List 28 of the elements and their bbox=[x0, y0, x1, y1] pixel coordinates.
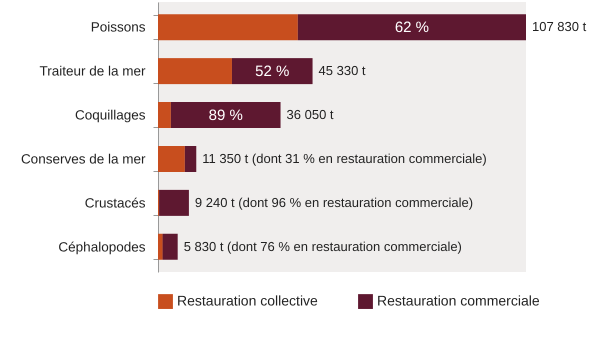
bar bbox=[159, 190, 189, 216]
bar bbox=[162, 234, 178, 260]
annotation: 36 050 t bbox=[286, 107, 334, 122]
bar bbox=[170, 102, 281, 128]
y-tick-label: Traiteur de la mer bbox=[39, 64, 146, 79]
annotation: 62 % bbox=[394, 19, 430, 36]
bar bbox=[158, 58, 232, 84]
annotation: 45 330 t bbox=[318, 63, 366, 78]
annotation: 89 % bbox=[208, 107, 243, 124]
bar bbox=[158, 234, 163, 260]
bar bbox=[158, 146, 185, 172]
y-tick-label: Coquillages bbox=[74, 108, 146, 123]
bar bbox=[158, 14, 298, 40]
y-tick-label: Conserves de la mer bbox=[20, 151, 146, 166]
text: 107 830 t bbox=[532, 19, 587, 34]
annotation: 5 830 t (dont 76 % en restauration commerciale) bbox=[184, 238, 462, 254]
annotation: 9 240 t (dont 96 % en restauration commerciale) bbox=[194, 194, 474, 210]
legend-label: Restauration commerciale bbox=[377, 292, 540, 309]
y-tick-label: Céphalopodes bbox=[58, 239, 146, 254]
y-tick-label: Poissons bbox=[90, 20, 146, 35]
annotation: 11 350 t (dont 31 % en restauration commerciale) bbox=[202, 150, 487, 166]
bar bbox=[298, 14, 526, 40]
bar bbox=[158, 102, 171, 128]
y-tick-label: Crustacés bbox=[84, 195, 146, 210]
bar bbox=[232, 58, 313, 84]
legend-label: Restauration collective bbox=[177, 292, 318, 309]
annotation: 52 % bbox=[255, 63, 290, 80]
bar bbox=[184, 146, 196, 172]
